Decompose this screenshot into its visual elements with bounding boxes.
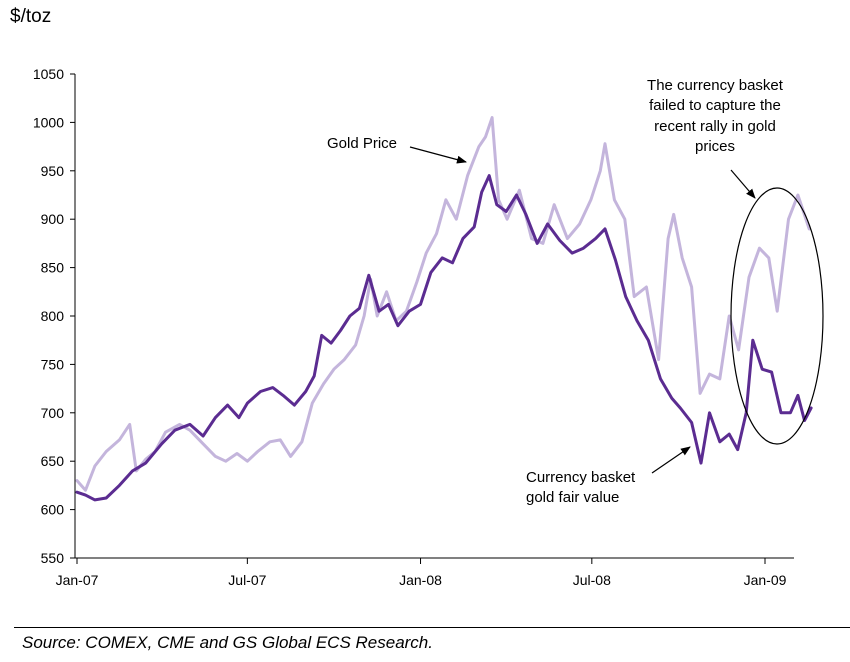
x-tick-label: Jan-08 xyxy=(399,572,442,588)
series-layer xyxy=(75,116,813,502)
annotation-note-line3: recent rally in gold xyxy=(654,118,776,135)
y-unit-label: $/toz xyxy=(10,6,51,27)
series-line-gold-price xyxy=(75,116,811,492)
y-tick-label: 600 xyxy=(41,502,65,518)
y-tick-label: 950 xyxy=(41,163,65,179)
annotation-fair-value-line1: Currency basket xyxy=(526,469,636,486)
annotation-note-line1: The currency basket xyxy=(647,77,784,94)
series-line-fair-value xyxy=(75,174,813,502)
annotation-gold-price: Gold Price xyxy=(327,135,397,152)
y-axis: 550 600 650 700 750 800 850 900 950 1000 1050 xyxy=(33,66,76,566)
chart: $/toz 550 600 650 700 750 800 850 900 950 1000 105… xyxy=(10,6,824,588)
highlight-ellipse xyxy=(730,187,824,445)
y-tick-label: 1050 xyxy=(33,66,64,82)
annotation-note-line2: failed to capture the xyxy=(649,97,781,114)
y-tick-label: 900 xyxy=(41,211,65,227)
x-tick-label: Jan-07 xyxy=(56,572,99,588)
y-tick-label: 750 xyxy=(41,356,65,372)
source-note: Source: COMEX, CME and GS Global ECS Res… xyxy=(22,633,433,652)
y-tick-label: 800 xyxy=(41,308,65,324)
x-tick-label: Jan-09 xyxy=(744,572,787,588)
annotation-fair-value-line2: gold fair value xyxy=(526,489,619,506)
y-tick-label: 1000 xyxy=(33,114,64,130)
y-tick-label: 650 xyxy=(41,453,65,469)
annotation-note-line4: prices xyxy=(695,138,735,155)
y-tick-label: 850 xyxy=(41,260,65,276)
x-tick-label: Jul-07 xyxy=(228,572,266,588)
x-tick-label: Jul-08 xyxy=(573,572,611,588)
arrow-gold-price xyxy=(409,146,467,164)
y-tick-label: 700 xyxy=(41,405,65,421)
arrow-fair-value xyxy=(651,446,691,474)
y-tick-label: 550 xyxy=(41,550,65,566)
x-axis: Jan-07 Jul-07 Jan-08 Jul-08 Jan-09 xyxy=(56,557,794,588)
source-divider xyxy=(14,627,850,628)
arrow-note xyxy=(730,169,756,199)
